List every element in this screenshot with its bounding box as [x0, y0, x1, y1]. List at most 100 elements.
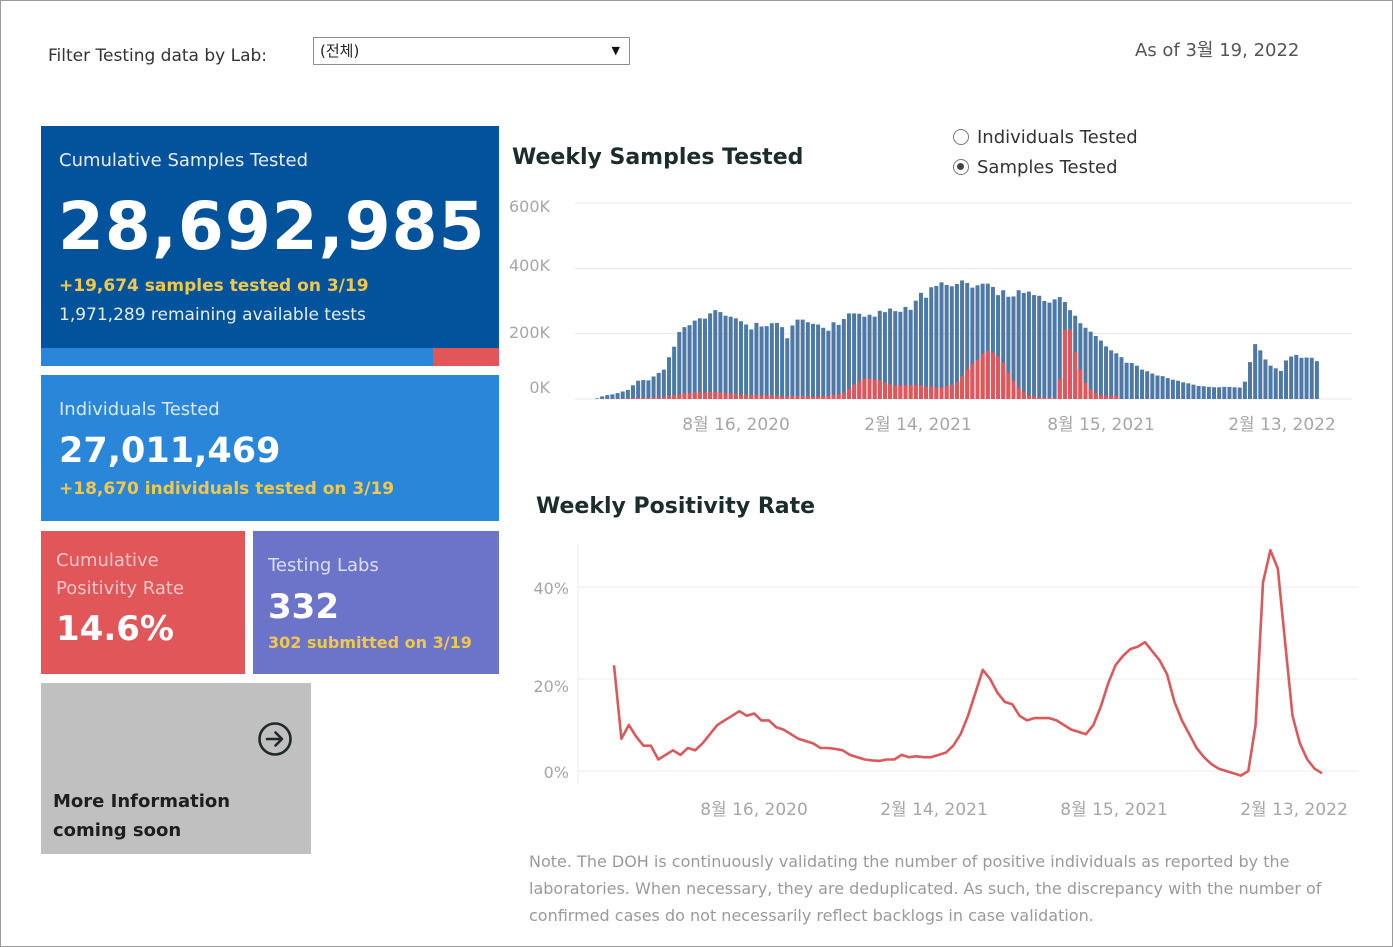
bar-negative[interactable] [805, 322, 810, 399]
bar-negative[interactable] [944, 284, 949, 399]
bar-negative[interactable] [595, 398, 600, 399]
bar-positive[interactable] [903, 385, 908, 399]
bar-positive[interactable] [630, 398, 635, 399]
bar-positive[interactable] [924, 386, 929, 399]
bar-positive[interactable] [697, 391, 702, 399]
bar-negative[interactable] [1294, 354, 1299, 399]
bar-positive[interactable] [708, 391, 713, 399]
radio-circle-icon[interactable] [953, 129, 969, 145]
bar-positive[interactable] [687, 393, 692, 399]
bar-negative[interactable] [903, 306, 908, 399]
bar-positive[interactable] [1042, 397, 1047, 399]
bar-positive[interactable] [1032, 396, 1037, 399]
bar-negative[interactable] [682, 327, 687, 399]
radio-individuals-tested[interactable]: Individuals Tested [953, 122, 1138, 152]
bar-negative[interactable] [656, 372, 661, 399]
bar-positive[interactable] [836, 394, 841, 399]
bar-negative[interactable] [600, 396, 605, 399]
bar-positive[interactable] [1011, 381, 1016, 399]
bar-negative[interactable] [615, 393, 620, 399]
bar-positive[interactable] [826, 395, 831, 399]
bar-negative[interactable] [636, 380, 641, 399]
bar-negative[interactable] [1212, 387, 1217, 399]
bar-positive[interactable] [1052, 398, 1057, 399]
bar-negative[interactable] [1160, 376, 1165, 399]
bar-negative[interactable] [1001, 290, 1006, 399]
bar-positive[interactable] [780, 396, 785, 399]
bar-positive[interactable] [882, 382, 887, 399]
bar-positive[interactable] [759, 395, 764, 399]
bar-negative[interactable] [836, 324, 841, 399]
bar-positive[interactable] [852, 384, 857, 399]
bar-positive[interactable] [821, 396, 826, 399]
bar-negative[interactable] [821, 327, 826, 399]
bar-negative[interactable] [929, 287, 934, 399]
bar-negative[interactable] [857, 313, 862, 399]
bar-positive[interactable] [733, 393, 738, 399]
bar-positive[interactable] [651, 397, 656, 399]
bar-positive[interactable] [666, 395, 671, 399]
bar-negative[interactable] [949, 286, 954, 399]
bar-positive[interactable] [744, 394, 749, 399]
bar-negative[interactable] [1227, 386, 1232, 399]
bar-negative[interactable] [1134, 365, 1139, 399]
bar-negative[interactable] [810, 323, 815, 399]
bar-positive[interactable] [1016, 387, 1021, 399]
bar-negative[interactable] [990, 286, 995, 399]
bar-negative[interactable] [862, 316, 867, 399]
bar-positive[interactable] [1068, 329, 1073, 399]
bar-negative[interactable] [954, 284, 959, 399]
bar-negative[interactable] [744, 324, 749, 399]
bar-negative[interactable] [1273, 368, 1278, 399]
bar-negative[interactable] [1201, 386, 1206, 399]
bar-positive[interactable] [1109, 395, 1114, 399]
bar-negative[interactable] [816, 324, 821, 399]
bar-negative[interactable] [754, 322, 759, 399]
bar-positive[interactable] [636, 398, 641, 399]
bar-negative[interactable] [666, 357, 671, 399]
bar-positive[interactable] [975, 359, 980, 399]
bar-positive[interactable] [867, 378, 872, 399]
bar-negative[interactable] [841, 318, 846, 399]
bar-negative[interactable] [1258, 350, 1263, 399]
bar-positive[interactable] [1026, 395, 1031, 399]
bar-positive[interactable] [1083, 382, 1088, 399]
bar-negative[interactable] [1011, 296, 1016, 399]
bar-positive[interactable] [1037, 397, 1042, 399]
bar-negative[interactable] [687, 325, 692, 399]
bar-negative[interactable] [1037, 295, 1042, 399]
bar-negative[interactable] [800, 319, 805, 399]
bar-negative[interactable] [1248, 362, 1253, 399]
bar-positive[interactable] [749, 395, 754, 399]
bar-negative[interactable] [872, 316, 877, 399]
bar-positive[interactable] [980, 353, 985, 399]
bar-negative[interactable] [1237, 387, 1242, 399]
bar-negative[interactable] [939, 282, 944, 399]
bar-negative[interactable] [733, 318, 738, 399]
bar-negative[interactable] [605, 395, 610, 399]
bar-negative[interactable] [646, 380, 651, 399]
bar-positive[interactable] [1001, 363, 1006, 399]
bar-negative[interactable] [1052, 299, 1057, 399]
bar-negative[interactable] [913, 300, 918, 399]
bar-negative[interactable] [985, 283, 990, 399]
bar-negative[interactable] [692, 320, 697, 399]
bar-negative[interactable] [1032, 295, 1037, 399]
bar-positive[interactable] [1073, 351, 1078, 399]
bar-positive[interactable] [641, 397, 646, 399]
bar-positive[interactable] [908, 384, 913, 399]
bar-negative[interactable] [846, 313, 851, 399]
bar-negative[interactable] [1145, 371, 1150, 399]
bar-positive[interactable] [656, 397, 661, 399]
bar-positive[interactable] [672, 395, 677, 399]
bar-negative[interactable] [630, 385, 635, 399]
bar-negative[interactable] [738, 321, 743, 399]
bar-negative[interactable] [877, 310, 882, 399]
bar-positive[interactable] [960, 376, 965, 399]
bar-positive[interactable] [944, 385, 949, 399]
more-information-card[interactable]: More Information coming soon [41, 683, 311, 854]
bar-negative[interactable] [1299, 357, 1304, 399]
bar-negative[interactable] [908, 309, 913, 399]
bar-negative[interactable] [1083, 327, 1088, 399]
bar-negative[interactable] [1042, 301, 1047, 399]
